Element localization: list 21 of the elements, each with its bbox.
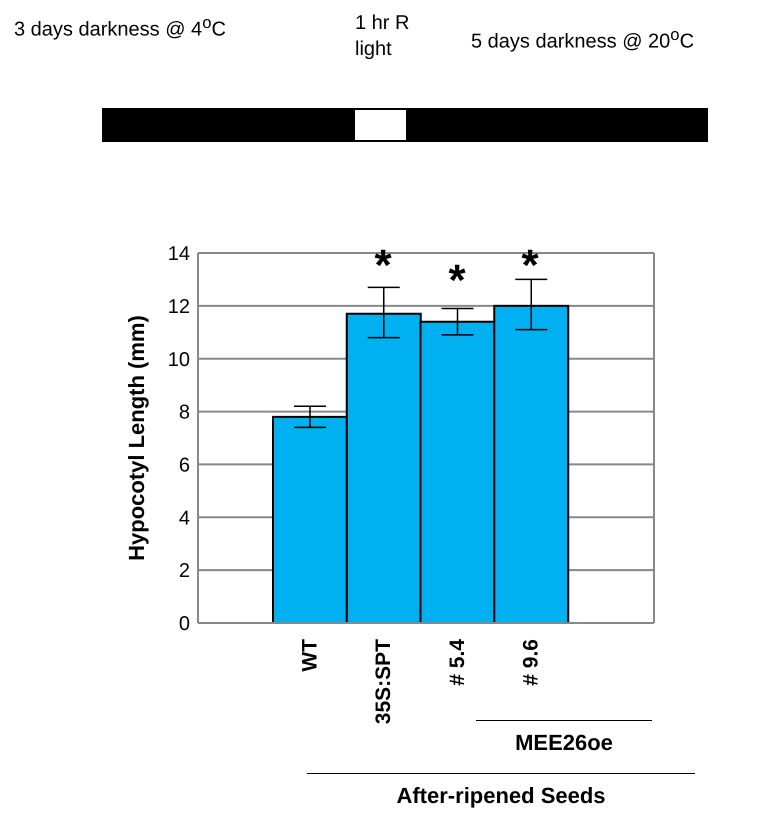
y-tick-label: 14 bbox=[168, 243, 190, 266]
y-tick-label: 6 bbox=[178, 454, 190, 477]
y-tick-label: 8 bbox=[178, 402, 190, 424]
text: MEE26oe bbox=[514, 730, 614, 756]
y-tick-label: 0 bbox=[178, 613, 190, 636]
x-tick-label: # 9.6 bbox=[520, 639, 543, 686]
text: 1 hr R light bbox=[355, 11, 410, 62]
text: 5 days darkness @ 20$^{o}$C bbox=[471, 24, 696, 55]
annotation: * bbox=[373, 241, 393, 290]
x-tick-label: 35S:SPT bbox=[372, 638, 396, 724]
y-axis-title: Hypocotyl Length (mm) bbox=[124, 315, 149, 561]
y-tick-label: 10 bbox=[168, 348, 190, 371]
text: After-ripened Seeds bbox=[395, 783, 607, 809]
text: 3 days darkness @ 4$^{o}$C bbox=[14, 12, 227, 43]
x-tick-label: WT bbox=[298, 638, 322, 672]
y-tick-label: 12 bbox=[168, 296, 190, 318]
annotation: * bbox=[447, 256, 467, 305]
x-tick-label: # 5.4 bbox=[446, 638, 469, 686]
y-tick-label: 2 bbox=[178, 560, 190, 582]
annotation: * bbox=[520, 241, 540, 290]
y-tick-label: 4 bbox=[178, 507, 190, 530]
